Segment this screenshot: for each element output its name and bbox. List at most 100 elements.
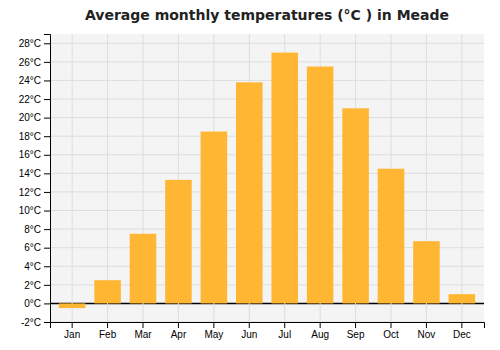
y-tick-label: 2°C: [24, 280, 41, 291]
y-tick-label: 6°C: [24, 242, 41, 253]
bar: [378, 169, 405, 304]
x-tick-mark: [249, 322, 250, 328]
x-tick-label: Mar: [134, 329, 152, 340]
y-tick-label: 4°C: [24, 261, 41, 272]
y-tick: 16°C: [19, 149, 50, 160]
x-tick-mark: [72, 322, 73, 328]
y-grid-line: [50, 154, 484, 155]
x-tick-mark: [213, 322, 214, 328]
y-tick-label: 24°C: [19, 75, 41, 86]
x-tick-label: Aug: [311, 329, 329, 340]
y-grid-line: [50, 80, 484, 81]
y-tick: 20°C: [19, 112, 50, 123]
y-tick-label: 26°C: [19, 57, 41, 68]
x-axis-line: [51, 323, 485, 329]
x-axis: JanFebMarAprMayJunJulAugSepOctNovDec: [51, 322, 485, 340]
plot: -2°C 0°C 2°C 4°C 6°C 8°C 10°C 12°C 14°C 16°C 18°C 2…: [19, 34, 485, 340]
y-axis: -2°C 0°C 2°C 4°C 6°C 8°C 10°C 12°C 14°C 16°C 18°C 2…: [19, 35, 51, 328]
y-grid-line: [50, 43, 484, 44]
y-tick: 12°C: [19, 187, 50, 198]
y-grid-line: [50, 117, 484, 118]
bar: [201, 132, 228, 304]
y-tick-mark: [44, 303, 50, 304]
y-tick-label: 10°C: [19, 205, 41, 216]
x-tick: Dec: [453, 322, 471, 340]
bars: [59, 53, 475, 308]
x-tick: Sep: [347, 322, 365, 340]
y-grid-line: [50, 61, 484, 62]
x-tick-mark: [391, 322, 392, 328]
x-tick-mark: [284, 322, 285, 328]
x-tick-label: Nov: [418, 329, 436, 340]
x-tick-mark: [143, 322, 144, 328]
bar: [449, 294, 476, 303]
y-tick: 28°C: [19, 38, 50, 49]
x-grid-line: [461, 34, 462, 322]
plot-background: [50, 34, 484, 322]
title: Average monthly temperatures (°C ) in Me…: [85, 7, 449, 23]
y-tick: 26°C: [19, 57, 50, 68]
y-tick-mark: [44, 248, 50, 249]
y-grid-line: [50, 210, 484, 211]
grid: [50, 34, 484, 322]
y-tick-label: 16°C: [19, 149, 41, 160]
y-tick-label: 8°C: [24, 224, 41, 235]
x-tick: Nov: [418, 322, 436, 340]
y-grid-line: [50, 191, 484, 192]
y-tick-label: 18°C: [19, 131, 41, 142]
y-tick-mark: [44, 62, 50, 63]
y-tick-mark: [44, 285, 50, 286]
bar: [271, 53, 298, 304]
y-axis-line: [44, 35, 51, 323]
x-tick-mark: [178, 322, 179, 328]
x-tick-label: Jul: [278, 329, 291, 340]
y-tick-mark: [44, 155, 50, 156]
x-tick: Oct: [383, 322, 399, 340]
y-tick-mark: [44, 80, 50, 81]
y-tick: 8°C: [24, 224, 50, 235]
x-tick: May: [204, 322, 223, 340]
y-tick: 2°C: [24, 280, 50, 291]
bar: [307, 67, 334, 304]
y-tick-label: 28°C: [19, 38, 41, 49]
x-tick-label: Feb: [99, 329, 117, 340]
y-grid-line: [50, 173, 484, 174]
y-tick-mark: [44, 118, 50, 119]
bar: [413, 241, 440, 303]
bar: [165, 180, 192, 304]
y-tick: 10°C: [19, 205, 50, 216]
y-tick-mark: [44, 136, 50, 137]
y-tick-label: 12°C: [19, 187, 41, 198]
y-tick: 24°C: [19, 75, 50, 86]
y-tick-label: -2°C: [21, 317, 41, 328]
x-tick-label: Sep: [347, 329, 365, 340]
x-tick-mark: [355, 322, 356, 328]
x-tick-label: May: [204, 329, 223, 340]
y-tick-label: 14°C: [19, 168, 41, 179]
y-tick-label: 22°C: [19, 94, 41, 105]
y-tick-mark: [44, 192, 50, 193]
x-tick-mark: [461, 322, 462, 328]
x-tick-mark: [320, 322, 321, 328]
y-tick-label: 0°C: [24, 298, 41, 309]
y-tick-mark: [44, 43, 50, 44]
y-grid-line: [50, 136, 484, 137]
y-tick: 18°C: [19, 131, 50, 142]
x-tick: Jun: [241, 322, 257, 340]
x-tick: Jul: [278, 322, 291, 340]
x-tick: Aug: [311, 322, 329, 340]
y-tick-mark: [44, 322, 50, 323]
bar: [342, 108, 369, 303]
bar: [130, 234, 157, 304]
bar: [236, 82, 263, 303]
x-tick-label: Oct: [383, 329, 399, 340]
x-tick: Apr: [171, 322, 187, 340]
x-grid-line: [107, 34, 108, 322]
y-tick: 22°C: [19, 94, 50, 105]
x-tick-mark: [426, 322, 427, 328]
x-tick-label: Dec: [453, 329, 471, 340]
x-tick-mark: [107, 322, 108, 328]
y-tick: -2°C: [21, 317, 50, 328]
y-tick-mark: [44, 173, 50, 174]
x-grid-line: [72, 34, 73, 322]
